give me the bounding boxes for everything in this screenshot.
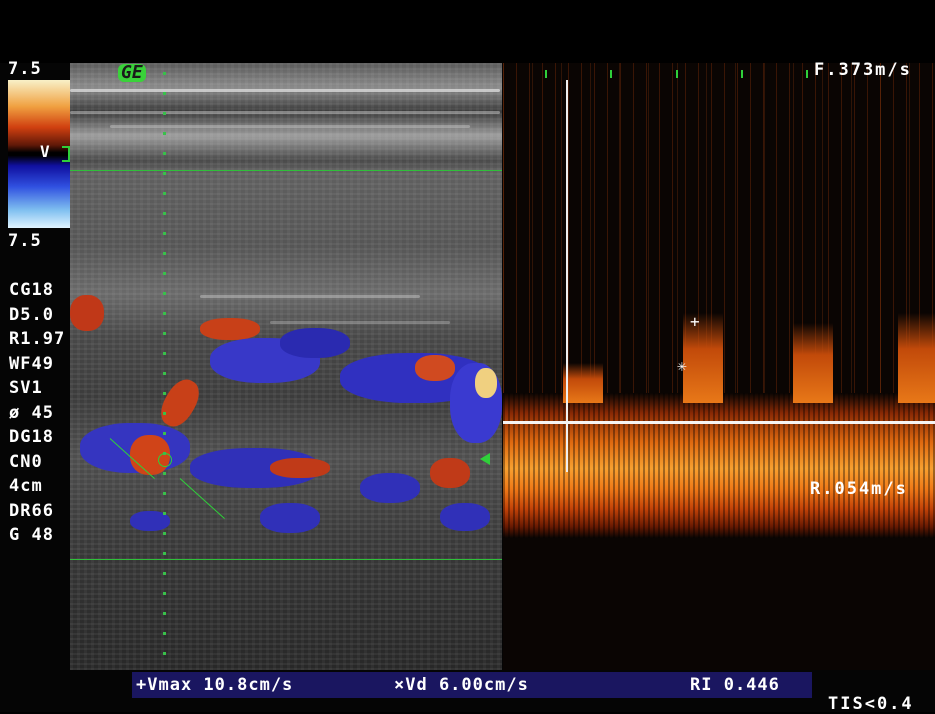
- param-doppler-gain: DG18: [9, 427, 54, 447]
- flow-blue-region: [260, 503, 320, 533]
- triangle-arrow-icon: [480, 453, 490, 465]
- spectral-baseline: [503, 421, 935, 424]
- time-tick: [741, 70, 743, 78]
- param-prf: R1.97: [9, 329, 66, 349]
- flow-blue-region: [360, 473, 420, 503]
- color-box-top-line: [70, 170, 502, 171]
- time-tick: [676, 70, 678, 78]
- tissue-echo-line: [70, 89, 500, 92]
- color-mode-label: V: [40, 142, 51, 161]
- bottom-velocity-label: R.054m/s: [810, 479, 908, 499]
- color-scale-top-value: 7.5: [8, 59, 42, 79]
- param-color-gain: CG18: [9, 280, 54, 300]
- cross-icon[interactable]: ✳: [677, 356, 687, 375]
- flow-red-region: [415, 355, 455, 381]
- param-wall-filter: WF49: [9, 353, 54, 374]
- param-scale-depth: 4cm: [9, 476, 43, 496]
- vmax-measurement: +Vmax 10.8cm/s: [136, 675, 294, 695]
- param-depth: D5.0: [9, 304, 54, 325]
- color-scale-bar: [8, 80, 70, 228]
- color-box-bottom-line: [70, 559, 502, 560]
- doppler-spectrum: [503, 393, 935, 538]
- spectral-doppler-panel: [503, 63, 935, 670]
- time-tick: [806, 70, 808, 78]
- plus-icon[interactable]: +: [690, 312, 700, 331]
- flow-blue-region: [130, 511, 170, 531]
- color-scale-bottom-value: 7.5: [8, 231, 42, 251]
- systolic-peak: [898, 313, 935, 403]
- ge-logo: GE: [118, 64, 146, 82]
- measurement-bar: +Vmax 10.8cm/s ×Vd 6.00cm/s RI 0.446: [132, 672, 812, 698]
- tissue-echo-line: [270, 321, 450, 324]
- flow-aliasing-region: [475, 368, 497, 398]
- imaging-parameters: CG18 D5.0 R1.97 WF49 SV1 ø 45 DG18 CN0 4…: [9, 278, 65, 548]
- tissue-echo-line: [70, 111, 500, 114]
- param-angle: ø 45: [9, 402, 54, 423]
- flow-red-region: [70, 295, 104, 331]
- tissue-echo-line: [200, 295, 420, 298]
- flow-red-region: [430, 458, 470, 488]
- vd-measurement: ×Vd 6.00cm/s: [394, 675, 529, 695]
- doppler-cursor-line[interactable]: [163, 72, 166, 672]
- flow-blue-region: [280, 328, 350, 358]
- tis-index: TIS<0.4: [828, 694, 914, 714]
- time-tick: [545, 70, 547, 78]
- param-sample-volume: SV1: [9, 378, 43, 398]
- top-velocity-label: F.373m/s: [814, 60, 912, 80]
- flow-blue-region: [440, 503, 490, 531]
- time-cursor[interactable]: [566, 80, 568, 472]
- param-compression: CN0: [9, 451, 43, 472]
- systolic-peak: [793, 323, 833, 403]
- b-mode-image: [70, 63, 502, 670]
- systolic-peak: [563, 363, 603, 403]
- time-tick: [610, 70, 612, 78]
- tissue-echo-line: [110, 125, 470, 128]
- param-gain: G 48: [9, 525, 54, 545]
- flow-red-region: [200, 318, 260, 340]
- ri-measurement: RI 0.446: [690, 675, 780, 695]
- param-dynamic-range: DR66: [9, 500, 54, 521]
- baseline-marker: [62, 146, 70, 162]
- systolic-peak: [683, 313, 723, 403]
- top-black-bar: [0, 0, 935, 63]
- flow-red-region: [270, 458, 330, 478]
